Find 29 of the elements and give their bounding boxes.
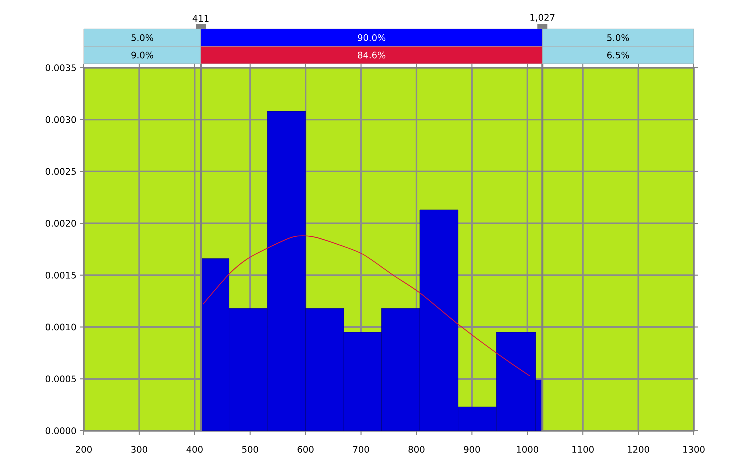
x-tick-label: 400 bbox=[186, 446, 203, 454]
y-tick-label: 0.0015 bbox=[46, 272, 76, 279]
x-tick-label: 900 bbox=[464, 446, 480, 454]
ref-line-label: 411 bbox=[192, 15, 209, 22]
x-tick-label: 300 bbox=[132, 446, 148, 454]
text: 84.6% bbox=[358, 52, 386, 59]
x-tick-label: 700 bbox=[353, 446, 370, 454]
y-tick-label: 0.0000 bbox=[46, 428, 76, 434]
ref-line-label: 1,027 bbox=[530, 14, 555, 22]
x-tick-label: 1000 bbox=[517, 446, 538, 454]
y-tick-label: 0.0005 bbox=[46, 376, 76, 383]
y-tick-label: 0.0010 bbox=[46, 324, 76, 331]
x-tick-label: 500 bbox=[242, 446, 258, 454]
text: 6.5% bbox=[608, 52, 630, 59]
y-tick-label: 0.0030 bbox=[46, 116, 76, 124]
text: 5.0% bbox=[608, 34, 630, 42]
y-tick-label: 0.0035 bbox=[46, 64, 76, 72]
x-tick-label: 200 bbox=[76, 446, 92, 454]
y-tick-label: 0.0020 bbox=[46, 220, 76, 227]
x-tick-label: 1300 bbox=[684, 446, 705, 454]
x-tick-label: 1100 bbox=[572, 446, 594, 454]
x-tick-label: 800 bbox=[408, 446, 425, 454]
text: 90.0% bbox=[358, 34, 386, 42]
x-tick-label: 600 bbox=[298, 446, 314, 454]
line-series bbox=[202, 236, 530, 376]
text: 5.0% bbox=[132, 34, 154, 42]
y-tick-label: 0.0025 bbox=[46, 168, 76, 176]
text: 9.0% bbox=[132, 52, 154, 59]
x-tick-label: 1200 bbox=[628, 446, 650, 454]
